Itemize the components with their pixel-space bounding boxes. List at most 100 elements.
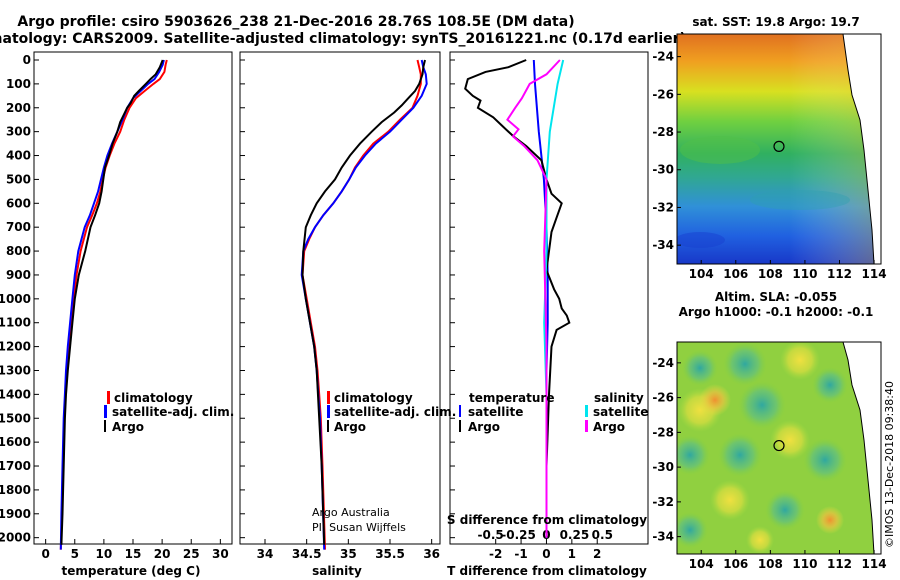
salinity-legend: climatology satellite-adj. clim. Argo [327,391,456,434]
legend-label-s-argo: Argo [593,420,625,434]
s-tick-label: -0.5 [477,528,503,542]
legend-swatch-s-argo [585,420,588,432]
map-y-tick-label: -32 [652,495,674,509]
map-x-tick-label: 108 [758,557,783,571]
x-tick-label: 34.5 [292,547,322,561]
x-tick-label: 25 [183,547,200,561]
map-x-tick-label: 108 [758,267,783,281]
legend-label-t-satellite: satellite [468,405,523,419]
map-y-tick-label: -34 [652,530,674,544]
x-tick-label: -2 [489,547,502,561]
x-tick-label: 35 [340,547,357,561]
legend-swatch-satellite [104,405,107,418]
map-x-tick-label: 114 [862,267,887,281]
map-x-tick-label: 106 [723,557,748,571]
x-tick-label: 15 [125,547,142,561]
series-line-s-argo [506,59,561,538]
map-y-tick-label: -28 [652,425,674,439]
temperature-series [59,59,168,550]
x-tick-label: -1 [514,547,527,561]
series-line-argo [301,59,426,545]
depth-tick-label: 800 [6,244,31,258]
depth-axis: 0 100 200 300 400 500 600 700 800 900 1000 1100 1200… [0,53,455,545]
x-tick-label: 20 [154,547,171,561]
x-tick-label: 0 [41,547,49,561]
sla-map-title-2: Argo h1000: -0.1 h2000: -0.1 [679,305,874,319]
depth-tick-label: 700 [6,220,31,234]
difference-plot-frame [449,51,649,545]
depth-tick-label: 1000 [0,292,31,306]
sla-map-ticks: 104 106 108 110 112 114 -24 -26 -28 -30 -32 -34 [652,356,886,571]
temperature-x-ticks: 0 5 10 15 20 25 30 [41,539,229,561]
legend-label-t-argo: Argo [468,420,500,434]
depth-tick-label: 1200 [0,340,31,354]
map-y-tick-label: -26 [652,87,674,101]
sst-argo-location-marker [773,140,785,152]
depth-tick-label: 400 [6,149,31,163]
map-y-tick-label: -28 [652,125,674,139]
map-x-tick-label: 110 [792,267,817,281]
legend-label-s-satellite: satellite [593,405,648,419]
copyright-stamp: ©IMOS 13-Dec-2018 09:38:40 [883,381,896,548]
legend-title-salinity: salinity [594,391,644,405]
depth-tick-label: 1700 [0,459,31,473]
salinity-x-ticks: 34 34.5 35 35.5 36 [257,539,440,561]
depth-tick-label: 1600 [0,435,31,449]
series-line-argo [60,59,164,545]
series-line-satellite-adj-clim- [59,59,165,550]
s-tick-label: -0.25 [501,528,536,542]
map-y-tick-label: -30 [652,163,674,177]
legend-label-climatology: climatology [334,391,413,405]
sst-map-frame [676,33,882,265]
temperature-x-label: temperature (deg C) [62,564,201,578]
annotation-pi: PI: Susan Wijffels [312,521,406,534]
annotation-argo-australia: Argo Australia [312,506,390,519]
map-x-tick-label: 114 [862,557,887,571]
series-line-climatology [59,59,168,550]
map-x-tick-label: 104 [689,267,714,281]
sla-argo-location-marker [773,439,785,452]
map-x-tick-label: 106 [723,267,748,281]
map-y-tick-label: -34 [652,238,674,252]
depth-tick-label: 1800 [0,483,31,497]
legend-swatch-s-satellite [585,405,588,417]
x-tick-label: 36 [423,547,440,561]
legend-swatch-argo [327,420,329,432]
sla-map-image [677,342,881,554]
legend-label-satellite: satellite-adj. clim. [334,405,456,419]
map-x-tick-label: 110 [792,557,817,571]
depth-tick-label: 1900 [0,507,31,521]
difference-x-label: T difference from climatology [447,564,647,578]
salinity-difference-label: S difference from climatology [447,513,647,527]
legend-swatch-t-argo [459,420,461,432]
s-tick-label: 0.5 [592,528,613,542]
series-line-climatology [301,59,422,550]
legend-label-satellite: satellite-adj. clim. [112,405,234,419]
salinity-x-label: salinity [312,564,362,578]
map-y-tick-label: -24 [652,356,674,370]
map-y-tick-label: -26 [652,391,674,405]
sst-map-ticks: 104 106 108 110 112 114 -24 -26 -28 -30 -32 -34 [652,50,886,281]
salinity-plot-frame [239,51,441,545]
depth-tick-label: 1500 [0,411,31,425]
series-line-satellite-adj-clim- [300,59,428,550]
title-line-2: Climatology: CARS2009. Satellite-adjuste… [0,31,686,47]
difference-salinity-legend: salinity satellite Argo [585,391,648,434]
legend-swatch-climatology [107,391,110,404]
depth-tick-label: 1300 [0,363,31,377]
difference-temperature-legend: temperature satellite Argo [459,391,554,434]
map-y-tick-label: -32 [652,200,674,214]
sla-map-frame [676,341,882,555]
x-tick-label: 30 [212,547,229,561]
legend-title-temperature: temperature [469,391,554,405]
x-tick-label: 2 [593,547,601,561]
salinity-difference-ticks: -0.5-0.25 0 0.25 0.5 [477,528,612,542]
legend-swatch-satellite [327,405,330,418]
depth-tick-label: 900 [6,268,31,282]
difference-series [464,59,571,538]
sst-map-image [677,34,881,264]
map-x-tick-label: 112 [827,557,852,571]
legend-label-argo: Argo [334,420,366,434]
s-tick-label: 0.25 [560,528,590,542]
